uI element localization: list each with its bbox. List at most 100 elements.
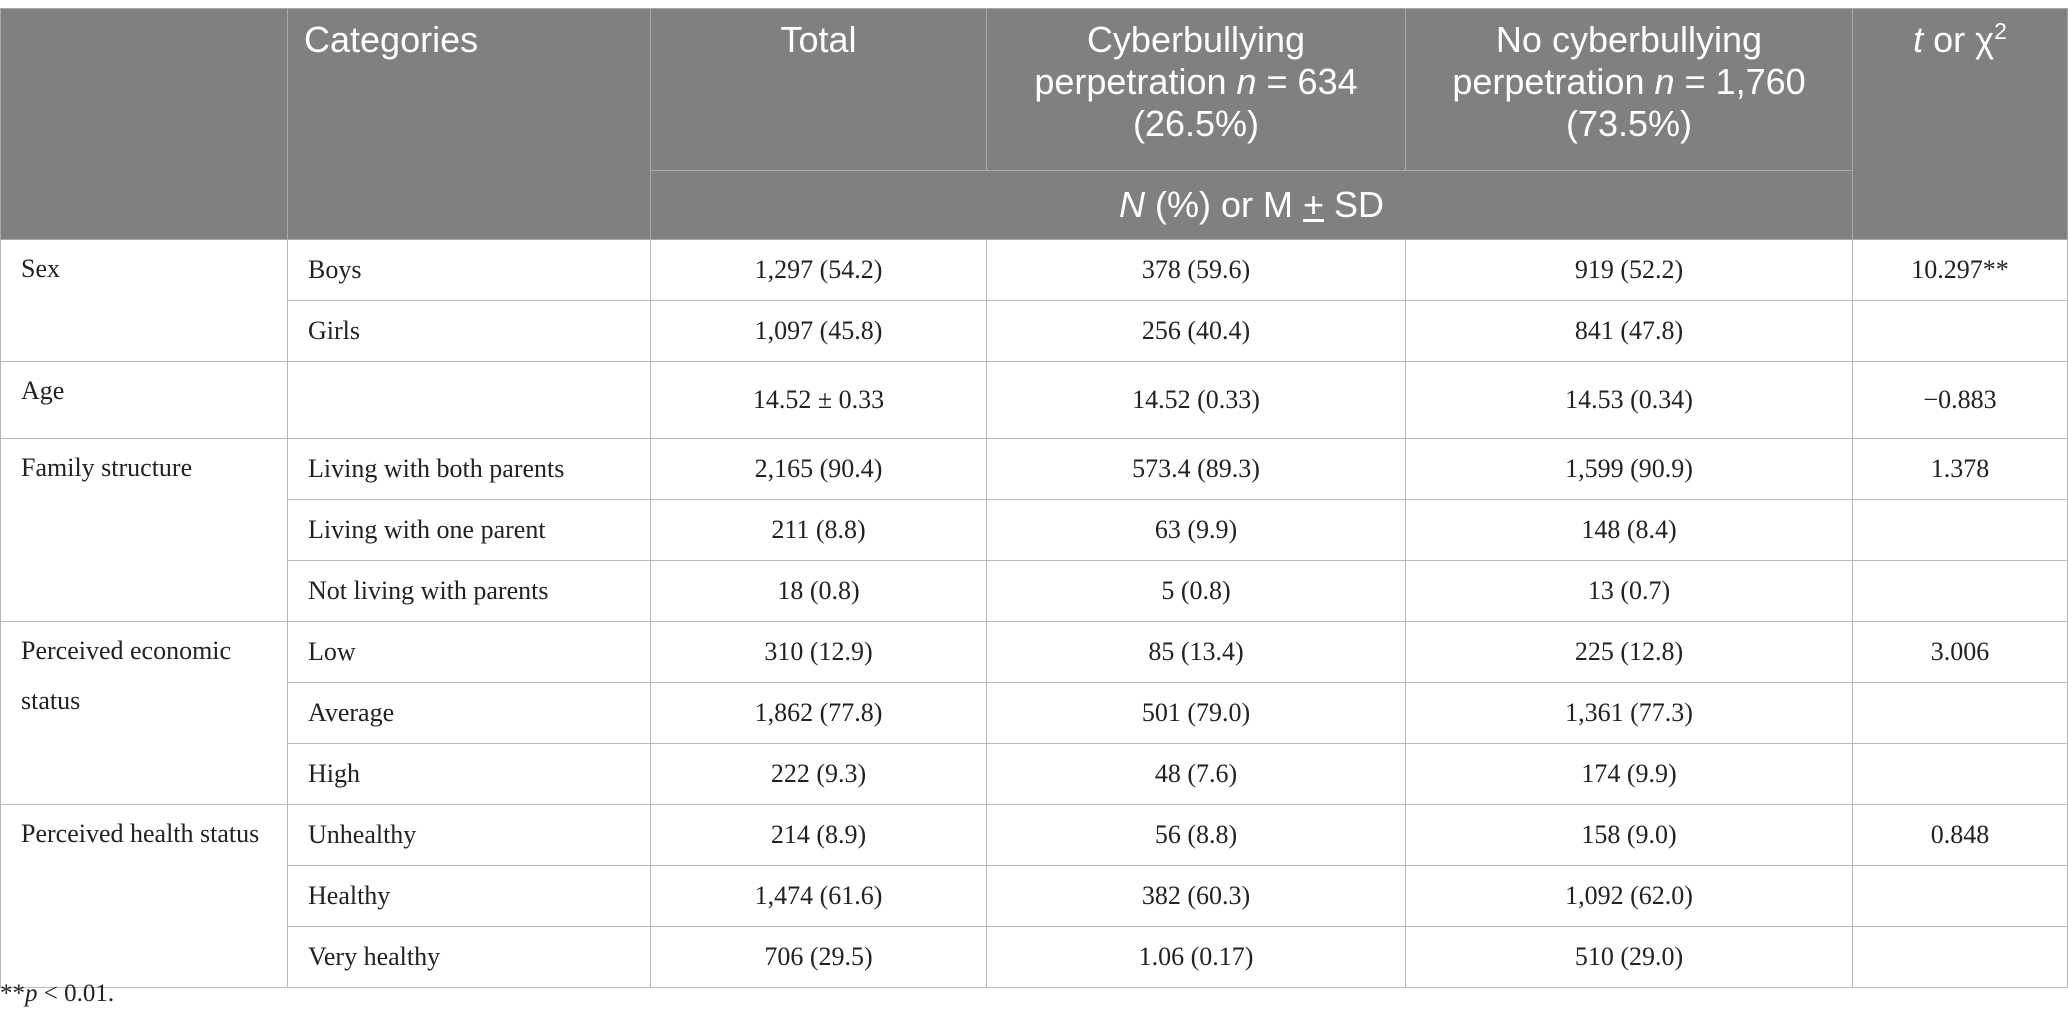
table-row: Not living with parents 18 (0.8) 5 (0.8) 13… xyxy=(1,560,2068,622)
variable-cell: Perceived health status xyxy=(0,804,288,988)
category-cell: Boys xyxy=(287,239,651,301)
subheader-sd: SD xyxy=(1324,184,1385,225)
header-total: Total xyxy=(650,8,987,171)
variable-cell: Perceived economic status xyxy=(0,621,288,805)
subheader-pm: + xyxy=(1302,184,1324,225)
statistic-cell xyxy=(1852,300,2068,362)
subheader-N: N xyxy=(1118,184,1145,225)
statistic-cell xyxy=(1852,743,2068,805)
total-cell: 18 (0.8) xyxy=(650,560,987,622)
category-cell: Living with one parent xyxy=(287,499,651,561)
header-nocyber-line1: No cyberbullying xyxy=(1495,19,1763,60)
variable-label: Age xyxy=(21,376,65,405)
table-row: Healthy 1,474 (61.6) 382 (60.3) 1,092 (62.0… xyxy=(1,865,2068,927)
no-cyberbullying-cell: 14.53 (0.34) xyxy=(1405,361,1853,439)
table-row: High 222 (9.3) 48 (7.6) 174 (9.9) xyxy=(1,743,2068,805)
table-row: Family structure Living with both parents… xyxy=(0,438,2068,622)
category-cell: Not living with parents xyxy=(287,560,651,622)
total-cell: 1,297 (54.2) xyxy=(650,239,987,301)
header-cyber-line1: Cyberbullying xyxy=(1086,19,1306,60)
no-cyberbullying-cell: 225 (12.8) xyxy=(1405,621,1853,683)
header-variable-cell xyxy=(0,8,288,240)
total-cell: 222 (9.3) xyxy=(650,743,987,805)
table-row: Living with one parent 211 (8.8) 63 (9.9) 1… xyxy=(1,499,2068,561)
variable-label: Perceived economic status xyxy=(21,636,232,715)
no-cyberbullying-cell: 158 (9.0) xyxy=(1405,804,1853,866)
footnote-stars: ** xyxy=(0,980,25,1007)
statistic-cell: 0.848 xyxy=(1852,804,2068,866)
cyberbullying-cell: 378 (59.6) xyxy=(986,239,1406,301)
header-cyberbullying: Cyberbullying perpetration n = 634 (26.5… xyxy=(986,8,1406,171)
category-cell: Average xyxy=(287,682,651,744)
total-cell: 214 (8.9) xyxy=(650,804,987,866)
demographics-table: Categories Total Cyberbullying perpetrat… xyxy=(0,8,2068,988)
header-stat-sup: 2 xyxy=(1994,18,2007,44)
statistic-cell xyxy=(1852,682,2068,744)
category-cell: High xyxy=(287,743,651,805)
statistic-cell xyxy=(1852,926,2068,988)
variable-cell: Age xyxy=(0,361,288,439)
total-cell: 1,862 (77.8) xyxy=(650,682,987,744)
header-cyber-n-label: n xyxy=(1236,61,1257,102)
no-cyberbullying-cell: 148 (8.4) xyxy=(1405,499,1853,561)
statistic-cell: 10.297** xyxy=(1852,239,2068,301)
header-statistic: t or χ2 xyxy=(1852,8,2068,240)
total-cell: 706 (29.5) xyxy=(650,926,987,988)
cyberbullying-cell: 85 (13.4) xyxy=(986,621,1406,683)
total-cell: 1,474 (61.6) xyxy=(650,865,987,927)
table-row: Perceived economic status Low 310 (12.9) 85… xyxy=(0,621,2068,805)
statistic-cell: 1.378 xyxy=(1852,438,2068,500)
no-cyberbullying-cell: 13 (0.7) xyxy=(1405,560,1853,622)
statistic-cell: 3.006 xyxy=(1852,621,2068,683)
no-cyberbullying-cell: 1,599 (90.9) xyxy=(1405,438,1853,500)
header-cyber-line3: (26.5%) xyxy=(1132,103,1260,144)
variable-label: Perceived health status xyxy=(21,819,260,848)
table-row: Girls 1,097 (45.8) 256 (40.4) 841 (47.8) xyxy=(1,300,2068,362)
header-nocyber-line2: perpetration xyxy=(1452,61,1655,102)
total-cell: 2,165 (90.4) xyxy=(650,438,987,500)
category-cell: Girls xyxy=(287,300,651,362)
statistic-cell xyxy=(1852,865,2068,927)
header-no-cyberbullying: No cyberbullying perpetration n = 1,760 … xyxy=(1405,8,1853,171)
header-stat-or: or χ xyxy=(1923,19,1995,60)
table-header: Categories Total Cyberbullying perpetrat… xyxy=(0,8,2068,240)
cyberbullying-cell: 1.06 (0.17) xyxy=(986,926,1406,988)
variable-cell: Sex xyxy=(0,239,288,362)
category-cell: Living with both parents xyxy=(287,438,651,500)
table-row: Very healthy 706 (29.5) 1.06 (0.17) 510 (29… xyxy=(1,926,2068,988)
total-cell: 14.52 ± 0.33 xyxy=(650,361,987,439)
header-cyber-n-value: = 634 xyxy=(1256,61,1358,102)
category-cell xyxy=(287,361,651,439)
cyberbullying-cell: 5 (0.8) xyxy=(986,560,1406,622)
header-nocyber-line3: (73.5%) xyxy=(1565,103,1693,144)
header-nocyber-n-value: = 1,760 xyxy=(1674,61,1806,102)
variable-cell: Family structure xyxy=(0,438,288,622)
table-row: Perceived health status Unhealthy 214 (8.9… xyxy=(0,804,2068,988)
total-cell: 310 (12.9) xyxy=(650,621,987,683)
header-categories: Categories xyxy=(287,8,651,240)
cyberbullying-cell: 56 (8.8) xyxy=(986,804,1406,866)
category-cell: Unhealthy xyxy=(287,804,651,866)
footnote-rest: < 0.01. xyxy=(37,980,115,1007)
table-row: Age 14.52 ± 0.33 14.52 (0.33) 14.53 (0.34) −… xyxy=(0,361,2068,439)
subheader-rest: (%) or M xyxy=(1144,184,1303,225)
cyberbullying-cell: 14.52 (0.33) xyxy=(986,361,1406,439)
cyberbullying-cell: 48 (7.6) xyxy=(986,743,1406,805)
header-subheader: N (%) or M + SD xyxy=(650,170,1853,240)
footnote: **p < 0.01. xyxy=(0,980,114,1008)
variable-label: Family structure xyxy=(21,453,193,482)
statistic-cell xyxy=(1852,499,2068,561)
category-cell: Very healthy xyxy=(287,926,651,988)
header-cyber-line2: perpetration xyxy=(1034,61,1237,102)
no-cyberbullying-cell: 510 (29.0) xyxy=(1405,926,1853,988)
table-body: Sex Boys 1,297 (54.2) 378 (59.6) 919 (52.2) 1… xyxy=(0,239,2068,988)
category-cell: Low xyxy=(287,621,651,683)
variable-label: Sex xyxy=(21,254,60,283)
no-cyberbullying-cell: 1,092 (62.0) xyxy=(1405,865,1853,927)
cyberbullying-cell: 501 (79.0) xyxy=(986,682,1406,744)
no-cyberbullying-cell: 841 (47.8) xyxy=(1405,300,1853,362)
no-cyberbullying-cell: 1,361 (77.3) xyxy=(1405,682,1853,744)
total-cell: 211 (8.8) xyxy=(650,499,987,561)
header-stat-t: t xyxy=(1913,19,1924,60)
table-row: Sex Boys 1,297 (54.2) 378 (59.6) 919 (52.2) 1… xyxy=(0,239,2068,362)
